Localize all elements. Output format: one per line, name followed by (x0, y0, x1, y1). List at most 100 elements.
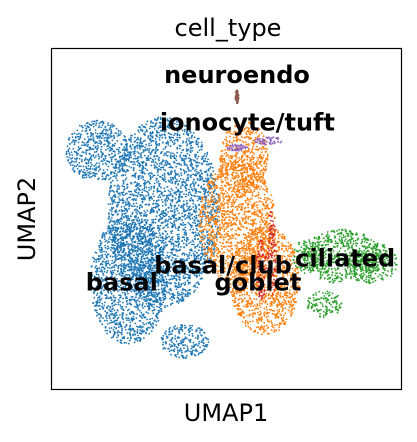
point (88, 148, 91, 151)
point (164, 333, 167, 335)
point (150, 121, 152, 124)
point (174, 157, 177, 160)
point (189, 293, 192, 295)
point (149, 302, 152, 305)
point (147, 149, 150, 152)
point (118, 250, 121, 253)
point (204, 160, 207, 163)
point (188, 154, 191, 157)
point (162, 296, 165, 299)
point (95, 265, 98, 267)
point (191, 239, 194, 242)
point (208, 262, 210, 264)
point (138, 144, 141, 147)
point (171, 222, 174, 225)
point (142, 227, 145, 230)
point (144, 203, 147, 206)
point (202, 341, 205, 344)
point (151, 219, 153, 221)
point (83, 159, 86, 162)
point (171, 299, 174, 301)
point (173, 297, 176, 300)
point (137, 193, 139, 195)
point (112, 166, 115, 169)
point (136, 220, 139, 223)
point (144, 236, 147, 239)
point (186, 259, 189, 262)
point (126, 319, 128, 321)
point (171, 170, 173, 173)
point (193, 215, 196, 218)
point (150, 251, 153, 254)
point (138, 131, 140, 133)
point (83, 168, 85, 171)
point (128, 165, 131, 168)
point (102, 307, 105, 309)
point (119, 256, 121, 259)
point (172, 225, 175, 227)
point (207, 178, 210, 180)
point (77, 135, 80, 138)
point (136, 330, 139, 333)
point (158, 156, 161, 159)
point (158, 165, 161, 168)
point (92, 256, 94, 259)
point (135, 252, 138, 254)
point (85, 153, 88, 155)
point (114, 221, 116, 224)
point (101, 137, 103, 140)
point (190, 188, 193, 191)
point (143, 186, 146, 188)
point (89, 146, 92, 149)
point (139, 282, 142, 285)
point (124, 264, 126, 267)
point (118, 163, 121, 166)
point (197, 272, 200, 275)
point (147, 229, 150, 232)
point (102, 132, 104, 135)
point (143, 250, 145, 252)
point (108, 309, 110, 311)
point (111, 214, 114, 217)
point (121, 167, 124, 170)
point (141, 218, 143, 221)
point (164, 290, 167, 292)
point (156, 155, 159, 157)
point (168, 343, 171, 346)
point (119, 199, 121, 202)
point (92, 171, 94, 174)
point (153, 320, 156, 322)
point (190, 193, 192, 196)
scatter-points (65, 89, 398, 359)
point (171, 248, 174, 250)
point (192, 241, 195, 243)
point (197, 344, 200, 347)
point (197, 155, 200, 158)
point (107, 145, 110, 147)
point (111, 179, 114, 182)
point (155, 324, 158, 326)
point (109, 230, 111, 233)
point (153, 155, 156, 157)
point (178, 175, 181, 177)
point (144, 146, 147, 149)
point (203, 331, 206, 334)
point (169, 210, 172, 212)
point (156, 245, 158, 248)
point (191, 213, 194, 216)
point (155, 146, 158, 149)
point (76, 129, 79, 132)
point (150, 288, 152, 291)
point (140, 225, 142, 228)
point (158, 220, 160, 223)
point (111, 308, 113, 311)
point (198, 342, 201, 345)
point (120, 220, 122, 223)
point (134, 265, 137, 268)
point (136, 299, 139, 301)
point (111, 302, 113, 305)
point (142, 314, 145, 317)
point (108, 128, 111, 131)
point (185, 290, 187, 292)
point (147, 194, 150, 197)
